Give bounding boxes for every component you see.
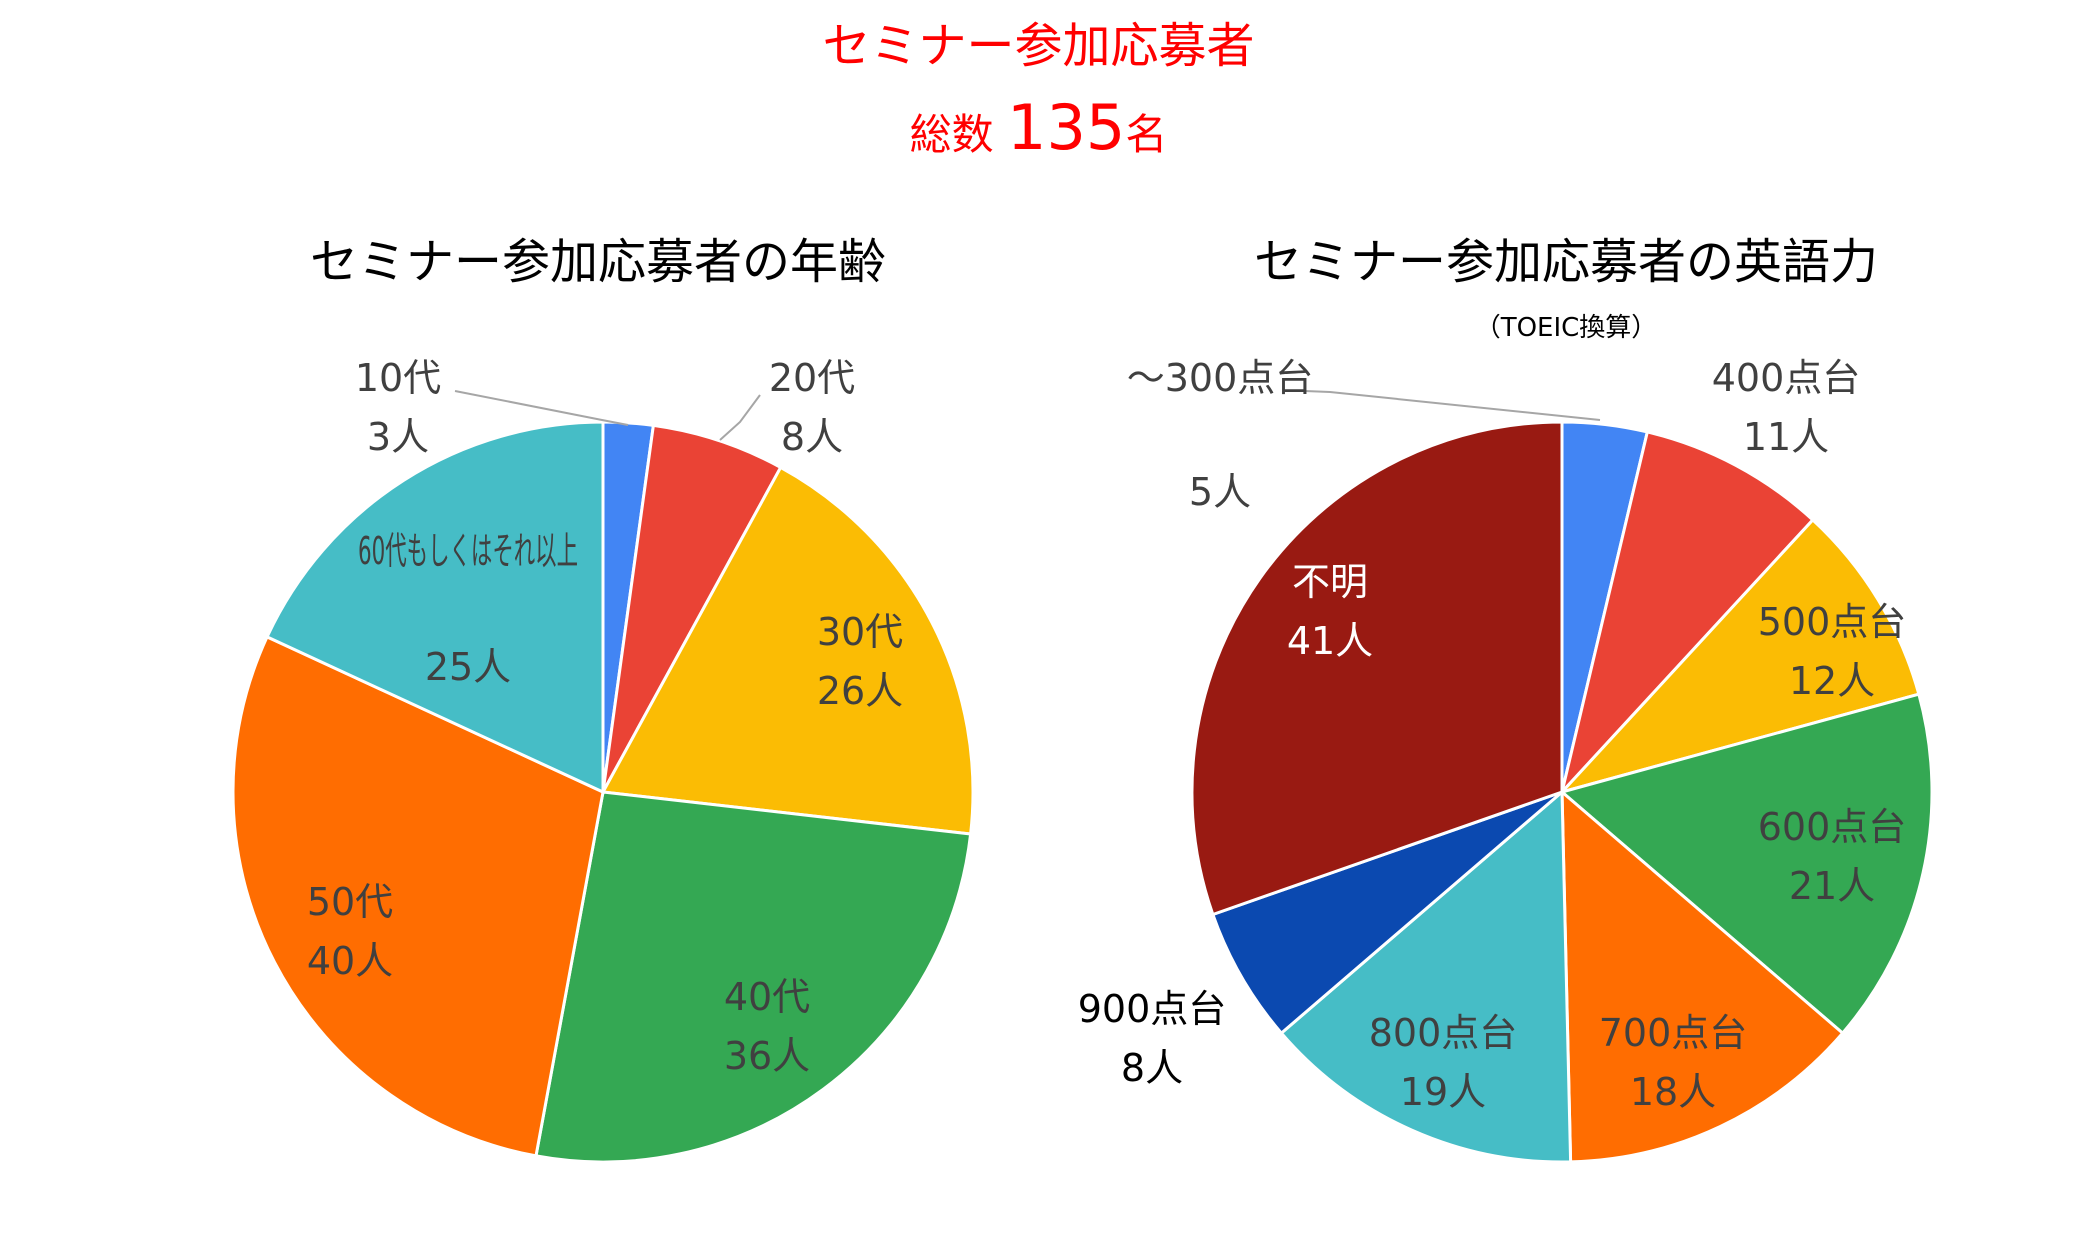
eng-label-900: 900点台 (1078, 987, 1227, 1031)
age-pie (231, 420, 975, 1164)
age-slice-5 (265, 420, 605, 795)
eng-label-unknown: 不明 (1292, 560, 1368, 604)
eng-label-700: 700点台 (1599, 1011, 1748, 1055)
age-label-10: 10代 (355, 356, 441, 400)
eng-label-600: 600点台 (1758, 805, 1907, 849)
total-prefix: 総数 (909, 110, 994, 159)
leader-line-300 (1304, 390, 1601, 421)
english-pie (1190, 420, 1934, 1164)
age-label-50: 50代 (307, 880, 393, 924)
eng-value-700: 18人 (1630, 1070, 1716, 1114)
eng-value-unknown: 41人 (1287, 619, 1373, 663)
age-value-20: 8人 (781, 415, 843, 459)
age-value-30: 26人 (817, 669, 903, 713)
age-label-30: 30代 (817, 610, 903, 654)
eng-label-400: 400点台 (1712, 356, 1861, 400)
age-value-50: 40人 (307, 939, 393, 983)
leader-line-20 (719, 394, 761, 441)
eng-label-800: 800点台 (1369, 1011, 1518, 1055)
age-label-40: 40代 (724, 975, 810, 1019)
eng-value-800: 19人 (1400, 1070, 1486, 1114)
eng-slice-7 (1190, 420, 1564, 917)
age-chart-title: セミナー参加応募者の年齢 (310, 234, 886, 290)
eng-label-300: ～300点台 (1127, 356, 1314, 400)
eng-value-500: 12人 (1789, 659, 1875, 703)
eng-value-600: 21人 (1789, 864, 1875, 908)
eng-label-500: 500点台 (1758, 600, 1907, 644)
age-slice-2 (600, 465, 975, 836)
eng-slice-5 (1279, 788, 1573, 1164)
age-value-10: 3人 (367, 415, 429, 459)
age-slice-1 (601, 423, 783, 793)
age-slice-3 (534, 790, 973, 1164)
eng-slice-2 (1557, 517, 1921, 795)
age-value-40: 36人 (724, 1034, 810, 1078)
total-suffix: 名 (1125, 110, 1168, 159)
page-title: セミナー参加応募者 (822, 18, 1255, 74)
age-label-60: 60代もしくはそれ以上 (358, 529, 578, 573)
eng-slice-6 (1210, 790, 1563, 1036)
leader-line-10 (454, 390, 629, 426)
age-value-60: 25人 (425, 645, 511, 689)
age-label-60-line: 60代もしくはそれ以上 (358, 529, 578, 573)
eng-slice-3 (1558, 692, 1934, 1036)
total-count: 総数 135名 (0, 96, 2077, 167)
english-chart-subtitle: （TOEIC換算） (1475, 313, 1658, 343)
total-value: 135 (1007, 91, 1126, 164)
eng-value-300: 5人 (1189, 470, 1251, 514)
age-slice-4 (231, 634, 605, 1158)
eng-value-900: 8人 (1121, 1046, 1183, 1090)
eng-slice-4 (1560, 788, 1845, 1164)
age-label-20: 20代 (769, 356, 855, 400)
english-chart-title: セミナー参加応募者の英語力 (1254, 234, 1878, 290)
eng-slice-1 (1559, 430, 1815, 798)
eng-value-400: 11人 (1743, 415, 1829, 459)
